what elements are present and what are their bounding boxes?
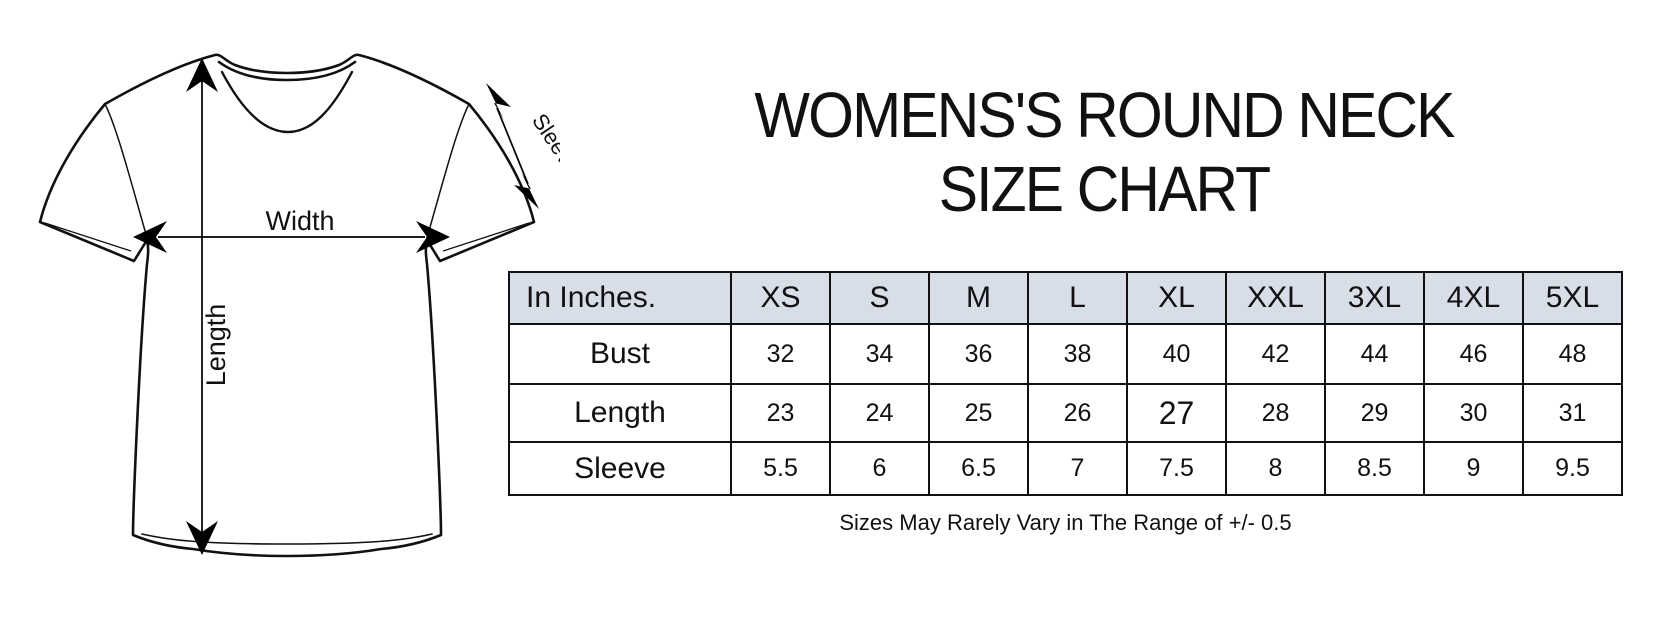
svg-text:Length: Length bbox=[201, 304, 231, 387]
svg-text:Sleeve: Sleeve bbox=[527, 109, 560, 179]
svg-text:Width: Width bbox=[265, 206, 334, 236]
